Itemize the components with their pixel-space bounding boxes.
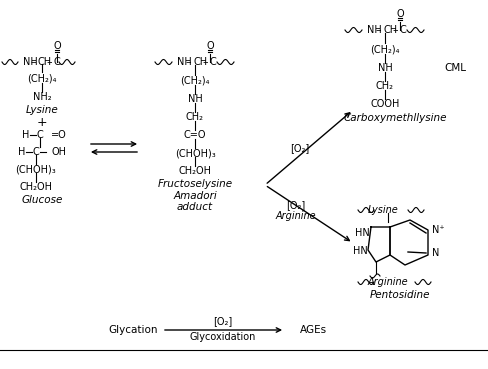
Text: CML: CML (443, 63, 465, 73)
Text: COOH: COOH (369, 99, 399, 109)
Text: –: – (30, 57, 36, 67)
Text: CH: CH (382, 25, 396, 35)
Text: N⁺: N⁺ (431, 225, 444, 235)
Text: H: H (18, 147, 26, 157)
Text: (CH₂)₄: (CH₂)₄ (27, 73, 57, 83)
Text: –: – (185, 57, 190, 67)
Text: –: – (202, 57, 207, 67)
Text: Glycoxidation: Glycoxidation (189, 332, 256, 342)
Text: (CHOH)₃: (CHOH)₃ (16, 164, 56, 174)
Text: CH: CH (193, 57, 207, 67)
Text: O: O (395, 9, 403, 19)
Text: C=O: C=O (183, 130, 206, 140)
Text: (CH₂)₄: (CH₂)₄ (180, 75, 209, 85)
Text: Lysine: Lysine (367, 205, 398, 215)
Text: O: O (206, 41, 213, 51)
Text: HN: HN (352, 246, 366, 256)
Text: C: C (399, 25, 406, 35)
Text: Amadori: Amadori (173, 191, 217, 201)
Text: Pentosidine: Pentosidine (369, 290, 429, 300)
Text: OH: OH (51, 147, 66, 157)
Text: HN: HN (354, 228, 368, 238)
Text: AGEs: AGEs (299, 325, 326, 335)
Text: (CHOH)₃: (CHOH)₃ (174, 148, 215, 158)
Text: O: O (53, 41, 61, 51)
Text: CH₂: CH₂ (185, 112, 203, 122)
Text: H: H (22, 130, 30, 140)
Text: +: + (37, 115, 47, 128)
Text: [O₂]: [O₂] (213, 316, 232, 326)
Text: N: N (431, 248, 439, 258)
Text: CH₂OH: CH₂OH (178, 166, 211, 176)
Text: NH: NH (366, 25, 381, 35)
Text: C: C (53, 57, 60, 67)
Text: NH₂: NH₂ (33, 92, 51, 102)
Text: NH: NH (177, 57, 191, 67)
Text: CH₂OH: CH₂OH (20, 182, 52, 192)
Text: –: – (46, 57, 52, 67)
Text: Arginine: Arginine (275, 211, 316, 221)
Text: Fructoselysine: Fructoselysine (157, 179, 232, 189)
Text: –: – (374, 25, 380, 35)
Text: NH: NH (377, 63, 391, 73)
Text: (CH₂)₄: (CH₂)₄ (369, 44, 399, 54)
Text: [O₂]: [O₂] (290, 143, 309, 153)
Text: C: C (33, 147, 40, 157)
Text: –: – (391, 25, 397, 35)
Text: CH: CH (38, 57, 52, 67)
Text: [O₂]: [O₂] (286, 200, 305, 210)
Text: C: C (37, 130, 43, 140)
Text: adduct: adduct (177, 202, 213, 212)
Text: Lysine: Lysine (25, 105, 58, 115)
Text: NH: NH (187, 94, 202, 104)
Text: C: C (209, 57, 216, 67)
Text: =O: =O (51, 130, 67, 140)
Text: Glycation: Glycation (108, 325, 158, 335)
Text: Carboxymethllysine: Carboxymethllysine (343, 113, 446, 123)
Text: Arginine: Arginine (367, 277, 407, 287)
Text: CH₂: CH₂ (375, 81, 393, 91)
Text: NH: NH (23, 57, 38, 67)
Text: Glucose: Glucose (21, 195, 62, 205)
